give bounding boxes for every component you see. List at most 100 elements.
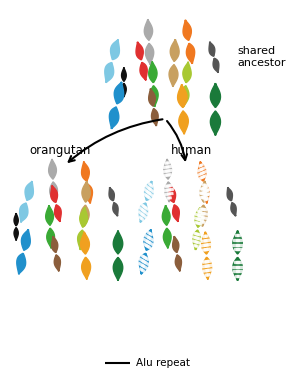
Polygon shape (200, 167, 206, 171)
Polygon shape (15, 228, 18, 241)
Polygon shape (164, 166, 169, 168)
Polygon shape (20, 203, 26, 222)
Polygon shape (145, 234, 151, 239)
Polygon shape (205, 239, 210, 242)
Polygon shape (152, 109, 156, 126)
Polygon shape (24, 229, 30, 250)
Polygon shape (214, 83, 220, 107)
Polygon shape (203, 260, 208, 263)
Polygon shape (139, 206, 146, 213)
Polygon shape (25, 181, 32, 200)
Polygon shape (196, 230, 200, 250)
Polygon shape (164, 159, 169, 179)
Polygon shape (150, 86, 155, 107)
Polygon shape (200, 161, 206, 181)
Polygon shape (21, 203, 28, 222)
Polygon shape (192, 240, 198, 243)
Polygon shape (147, 191, 153, 197)
Polygon shape (14, 228, 17, 241)
Polygon shape (194, 232, 199, 236)
Polygon shape (17, 253, 23, 274)
Polygon shape (52, 159, 56, 179)
Polygon shape (232, 265, 239, 268)
Polygon shape (153, 86, 158, 107)
Polygon shape (82, 161, 87, 181)
Polygon shape (148, 187, 154, 193)
Polygon shape (146, 43, 151, 64)
Polygon shape (19, 253, 26, 274)
Polygon shape (146, 194, 151, 200)
Polygon shape (166, 174, 171, 176)
Polygon shape (236, 230, 242, 254)
Polygon shape (201, 244, 208, 247)
Polygon shape (113, 257, 119, 281)
Polygon shape (47, 228, 52, 248)
Polygon shape (185, 62, 191, 83)
Polygon shape (233, 239, 239, 241)
Polygon shape (236, 239, 242, 241)
Polygon shape (195, 237, 201, 240)
Polygon shape (82, 257, 87, 279)
Text: Alu repeat: Alu repeat (136, 358, 190, 368)
Polygon shape (139, 216, 142, 220)
Polygon shape (165, 182, 170, 202)
Polygon shape (184, 86, 189, 107)
Polygon shape (165, 205, 170, 225)
Polygon shape (200, 196, 206, 199)
Polygon shape (144, 229, 151, 250)
Polygon shape (194, 244, 196, 247)
Polygon shape (112, 107, 119, 129)
Polygon shape (169, 185, 174, 203)
Polygon shape (165, 185, 170, 187)
Polygon shape (54, 255, 59, 271)
Polygon shape (170, 39, 176, 61)
Polygon shape (227, 187, 232, 201)
Polygon shape (143, 238, 150, 244)
Polygon shape (195, 241, 200, 244)
Polygon shape (189, 43, 195, 64)
Polygon shape (233, 257, 239, 281)
Polygon shape (139, 258, 146, 264)
Polygon shape (114, 203, 118, 216)
Polygon shape (136, 42, 142, 60)
Polygon shape (85, 257, 91, 279)
Polygon shape (15, 213, 18, 226)
Polygon shape (202, 194, 207, 198)
Polygon shape (149, 89, 154, 106)
Polygon shape (146, 240, 153, 246)
Polygon shape (117, 230, 123, 254)
Polygon shape (148, 236, 154, 241)
Text: orangutan: orangutan (30, 144, 91, 158)
Polygon shape (147, 19, 153, 40)
Polygon shape (201, 239, 207, 242)
Polygon shape (170, 185, 176, 203)
Polygon shape (201, 186, 206, 190)
Polygon shape (112, 40, 119, 60)
Polygon shape (197, 210, 200, 212)
Polygon shape (85, 181, 90, 202)
Polygon shape (139, 253, 146, 274)
Polygon shape (200, 188, 206, 191)
Polygon shape (203, 188, 209, 191)
Polygon shape (193, 230, 198, 250)
Polygon shape (231, 203, 236, 216)
Polygon shape (236, 265, 243, 268)
Polygon shape (84, 205, 89, 226)
Polygon shape (199, 205, 204, 226)
Polygon shape (236, 270, 242, 272)
Polygon shape (49, 159, 54, 179)
Polygon shape (113, 230, 119, 254)
Polygon shape (207, 274, 210, 276)
Polygon shape (199, 216, 204, 219)
Polygon shape (185, 20, 191, 40)
Polygon shape (106, 62, 114, 83)
Polygon shape (210, 42, 215, 56)
Polygon shape (141, 217, 144, 221)
Polygon shape (82, 208, 88, 227)
Polygon shape (149, 62, 154, 83)
Polygon shape (200, 181, 205, 202)
Polygon shape (141, 213, 147, 218)
Polygon shape (195, 213, 200, 217)
Polygon shape (52, 236, 56, 253)
Polygon shape (174, 205, 179, 222)
